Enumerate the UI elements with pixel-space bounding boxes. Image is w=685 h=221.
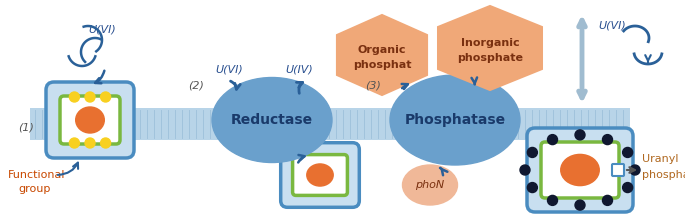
Circle shape bbox=[527, 183, 537, 192]
Circle shape bbox=[623, 147, 633, 157]
Ellipse shape bbox=[561, 154, 599, 186]
Circle shape bbox=[85, 92, 95, 102]
FancyBboxPatch shape bbox=[541, 142, 619, 198]
Text: (3): (3) bbox=[365, 80, 381, 90]
Circle shape bbox=[520, 165, 530, 175]
Polygon shape bbox=[438, 6, 542, 90]
Circle shape bbox=[575, 130, 585, 140]
Circle shape bbox=[527, 147, 537, 157]
Text: group: group bbox=[18, 184, 51, 194]
Text: phosphate: phosphate bbox=[457, 53, 523, 63]
Text: phoN: phoN bbox=[415, 180, 445, 190]
Text: Uranyl: Uranyl bbox=[642, 154, 679, 164]
FancyBboxPatch shape bbox=[30, 108, 630, 140]
Circle shape bbox=[603, 195, 612, 205]
Ellipse shape bbox=[76, 107, 104, 133]
Circle shape bbox=[575, 200, 585, 210]
Text: Functional: Functional bbox=[8, 170, 66, 180]
Text: Organic: Organic bbox=[358, 45, 406, 55]
FancyBboxPatch shape bbox=[60, 96, 120, 144]
FancyBboxPatch shape bbox=[46, 82, 134, 158]
Polygon shape bbox=[337, 15, 427, 95]
FancyBboxPatch shape bbox=[281, 143, 360, 207]
Circle shape bbox=[85, 138, 95, 148]
FancyBboxPatch shape bbox=[612, 164, 624, 176]
Text: phosphat: phosphat bbox=[353, 60, 411, 70]
Text: U(VI): U(VI) bbox=[215, 64, 242, 74]
Circle shape bbox=[69, 92, 79, 102]
Circle shape bbox=[623, 183, 633, 192]
Text: U(VI): U(VI) bbox=[598, 20, 626, 30]
Circle shape bbox=[603, 135, 612, 145]
Circle shape bbox=[547, 195, 558, 205]
Text: Reductase: Reductase bbox=[231, 113, 313, 127]
Text: (2): (2) bbox=[188, 80, 204, 90]
Text: U(VI): U(VI) bbox=[88, 24, 116, 34]
FancyBboxPatch shape bbox=[292, 155, 347, 195]
Circle shape bbox=[101, 92, 110, 102]
Text: Phosphatase: Phosphatase bbox=[404, 113, 506, 127]
Ellipse shape bbox=[307, 164, 333, 186]
Circle shape bbox=[101, 138, 110, 148]
Text: Inorganic: Inorganic bbox=[461, 38, 519, 48]
Text: phosphate: phosphate bbox=[642, 170, 685, 180]
FancyBboxPatch shape bbox=[527, 128, 633, 212]
Text: U(IV): U(IV) bbox=[285, 64, 313, 74]
Ellipse shape bbox=[390, 75, 520, 165]
Circle shape bbox=[69, 138, 79, 148]
Circle shape bbox=[630, 165, 640, 175]
Text: (1): (1) bbox=[18, 122, 34, 132]
Ellipse shape bbox=[212, 78, 332, 162]
Ellipse shape bbox=[403, 165, 458, 205]
Circle shape bbox=[547, 135, 558, 145]
